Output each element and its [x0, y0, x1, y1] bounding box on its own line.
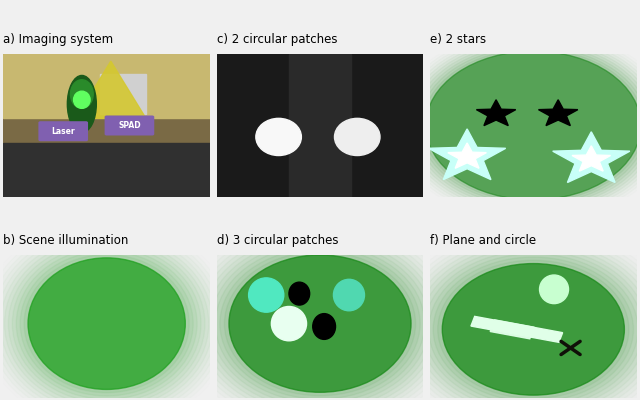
Ellipse shape	[422, 49, 640, 202]
Text: Laser: Laser	[51, 127, 75, 136]
Ellipse shape	[416, 44, 640, 206]
Ellipse shape	[313, 314, 335, 339]
Bar	[289, 54, 351, 197]
Ellipse shape	[220, 248, 420, 399]
Ellipse shape	[256, 118, 301, 156]
Polygon shape	[471, 316, 563, 342]
Ellipse shape	[419, 47, 640, 204]
Ellipse shape	[426, 51, 640, 200]
Ellipse shape	[271, 306, 307, 341]
Polygon shape	[558, 136, 625, 179]
Bar	[3, 54, 210, 118]
Polygon shape	[440, 137, 495, 173]
Polygon shape	[448, 143, 486, 168]
Ellipse shape	[225, 252, 415, 396]
FancyBboxPatch shape	[104, 116, 154, 136]
Ellipse shape	[540, 275, 568, 304]
Ellipse shape	[248, 278, 284, 312]
Text: e) 2 stars: e) 2 stars	[430, 33, 486, 46]
Polygon shape	[429, 129, 506, 180]
Polygon shape	[76, 61, 146, 118]
Ellipse shape	[70, 80, 93, 108]
Ellipse shape	[335, 118, 380, 156]
Bar	[3, 143, 210, 197]
Bar	[100, 74, 146, 114]
Text: c) 2 circular patches: c) 2 circular patches	[216, 33, 337, 46]
Ellipse shape	[433, 257, 634, 400]
Ellipse shape	[28, 258, 186, 390]
Polygon shape	[538, 100, 578, 126]
Text: f) Plane and circle: f) Plane and circle	[430, 234, 536, 247]
Polygon shape	[564, 140, 619, 176]
FancyBboxPatch shape	[38, 121, 88, 141]
Text: a) Imaging system: a) Imaging system	[3, 33, 113, 46]
Text: SPAD: SPAD	[118, 121, 141, 130]
Ellipse shape	[333, 279, 365, 311]
Polygon shape	[490, 320, 534, 339]
Ellipse shape	[438, 260, 629, 398]
Polygon shape	[553, 132, 630, 182]
Ellipse shape	[442, 264, 625, 395]
Polygon shape	[476, 100, 516, 126]
Text: d) 3 circular patches: d) 3 circular patches	[216, 234, 338, 247]
Polygon shape	[434, 133, 500, 176]
Ellipse shape	[20, 251, 193, 396]
Ellipse shape	[74, 91, 90, 108]
Ellipse shape	[229, 255, 411, 392]
Ellipse shape	[67, 76, 97, 133]
Polygon shape	[572, 146, 611, 171]
Ellipse shape	[289, 282, 310, 305]
Text: b) Scene illumination: b) Scene illumination	[3, 234, 129, 247]
Ellipse shape	[24, 254, 189, 393]
